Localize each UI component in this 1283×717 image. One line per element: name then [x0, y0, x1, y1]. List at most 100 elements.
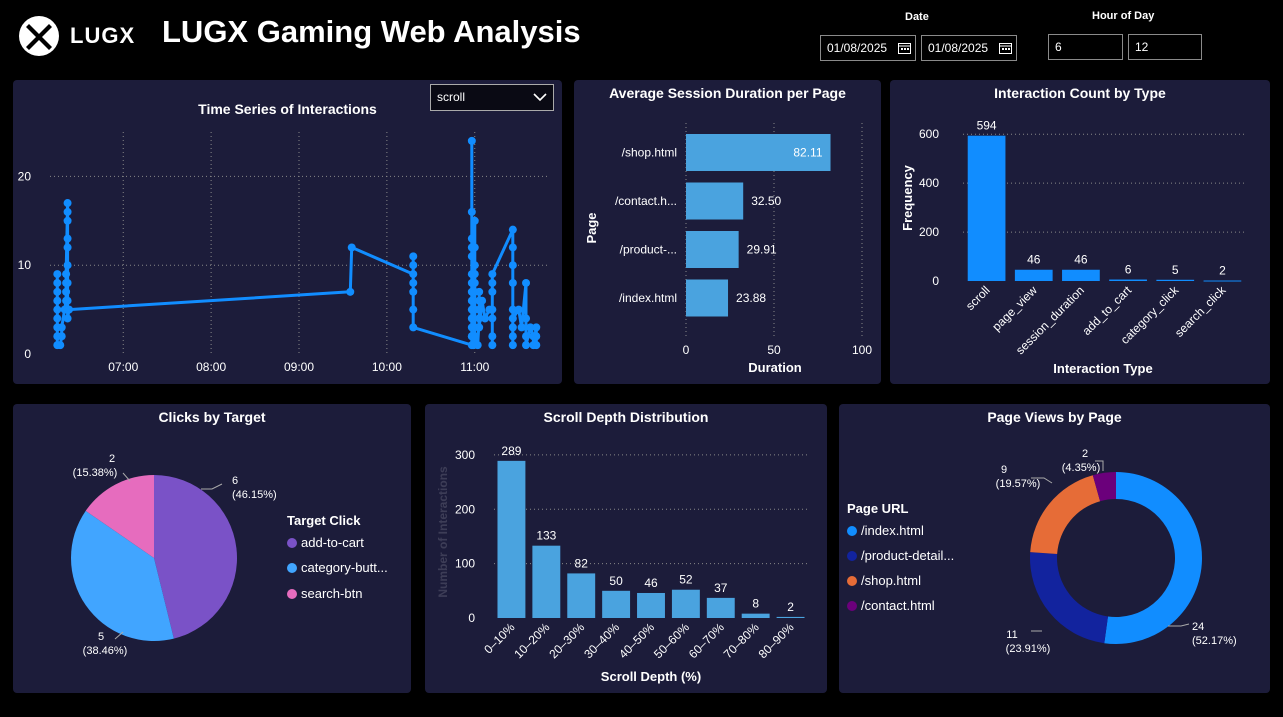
calendar-icon[interactable]: [898, 42, 911, 54]
data-point: [409, 270, 418, 279]
data-point: [488, 278, 497, 287]
data-label: 82: [575, 556, 589, 570]
data-point: [409, 287, 418, 296]
bar: [602, 590, 631, 618]
data-label: 5: [98, 631, 104, 643]
data-label: 82.11: [793, 146, 822, 160]
bar: [671, 589, 700, 618]
data-point: [508, 305, 517, 314]
data-point: [409, 278, 418, 287]
pie-slice: [85, 475, 154, 558]
date-start-field[interactable]: 01/08/2025: [820, 35, 916, 61]
data-point: [470, 243, 479, 252]
y-tick-label: 300: [455, 448, 475, 462]
y-tick-label: 200: [919, 225, 939, 239]
bar: [706, 597, 735, 618]
leader-line: [201, 483, 223, 490]
hour-end-field[interactable]: 12: [1128, 34, 1202, 60]
calendar-icon[interactable]: [999, 42, 1012, 54]
date-start-value: 01/08/2025: [827, 41, 888, 55]
data-point: [467, 314, 476, 323]
data-point: [63, 216, 72, 225]
time-series-chart[interactable]: 07:00 08:00 09:00 10:00 11:00 0 10 20: [13, 80, 562, 384]
data-point: [62, 270, 71, 279]
chart-title: Scroll Depth Distribution: [543, 409, 709, 425]
pie-slice: [1030, 475, 1101, 554]
data-point: [346, 287, 355, 296]
y-tick-label: 0: [468, 611, 475, 625]
data-point: [467, 207, 476, 216]
data-point: [56, 341, 65, 350]
legend-item[interactable]: /contact.html: [847, 598, 935, 613]
x-tick-label: 100: [852, 343, 872, 357]
legend-dot: [287, 589, 297, 599]
data-point: [488, 287, 497, 296]
data-label: 5: [1172, 263, 1179, 277]
page-views-chart[interactable]: 24 (52.17%) 11 (23.91%) 9 (19.57%) 2 (4.35%): [839, 404, 1270, 693]
data-point: [517, 323, 526, 332]
x-tick-label: 20–30%: [546, 620, 587, 661]
interaction-type-dropdown[interactable]: scroll: [430, 84, 554, 111]
legend-dot: [847, 526, 857, 536]
interaction-count-panel: Interaction Count by Type 0 200 400 600 594 s…: [890, 80, 1270, 384]
hour-start-field[interactable]: 6: [1048, 34, 1123, 60]
data-label: 6: [232, 475, 238, 487]
data-label: 46: [644, 576, 658, 590]
legend-item[interactable]: category-butt...: [287, 560, 388, 575]
legend-label: category-butt...: [301, 560, 388, 575]
y-tick-label: 0: [24, 347, 31, 361]
bar: [741, 613, 770, 618]
legend-label: /contact.html: [861, 598, 935, 613]
legend-item[interactable]: /index.html: [847, 523, 924, 538]
session-duration-panel: Average Session Duration per Page 0 50 100…: [574, 80, 881, 384]
clicks-by-target-panel: Clicks by Target 6 (46.15%) 5 (38.46%) 2 (15.…: [13, 404, 411, 693]
data-label: 50: [609, 574, 623, 588]
data-point: [467, 252, 476, 261]
data-label: 46: [1074, 253, 1088, 267]
x-axis-label: Scroll Depth (%): [601, 669, 701, 684]
data-label-percent: (23.91%): [1006, 643, 1051, 655]
leader-line: [1031, 477, 1053, 484]
legend-dot: [287, 538, 297, 548]
legend-title: Target Click: [287, 513, 361, 528]
data-point: [508, 225, 517, 234]
legend-label: /product-detail...: [861, 548, 955, 563]
data-point: [63, 234, 72, 243]
legend-item[interactable]: search-btn: [287, 586, 362, 601]
legend-item[interactable]: add-to-cart: [287, 535, 364, 550]
legend-dot: [287, 563, 297, 573]
data-point: [470, 278, 479, 287]
bar: [1156, 279, 1195, 281]
legend-label: /shop.html: [861, 573, 921, 588]
x-tick-label: 30–40%: [581, 620, 622, 661]
y-tick-label: 400: [919, 176, 939, 190]
session-duration-chart[interactable]: 0 50 100/shop.html 82.11/contact.h... 32.50 /…: [574, 80, 881, 384]
data-label: 37: [714, 581, 728, 595]
interaction-count-chart[interactable]: 0200400600594scroll46page_view46session_…: [890, 80, 1270, 384]
x-tick-label: scroll: [963, 283, 993, 313]
leader-line: [1095, 460, 1104, 471]
chart-title: Page Views by Page: [987, 409, 1122, 425]
leader-line: [114, 631, 124, 640]
leader-line: [122, 472, 131, 482]
data-label: 8: [752, 597, 759, 611]
data-label-percent: (19.57%): [996, 478, 1041, 490]
date-end-field[interactable]: 01/08/2025: [921, 35, 1017, 61]
logo: LUGX: [18, 15, 134, 57]
data-label: 289: [501, 444, 521, 458]
bar: [686, 182, 744, 220]
clicks-by-target-chart[interactable]: 6 (46.15%) 5 (38.46%) 2 (15.38%): [13, 404, 411, 693]
pie-slice: [1104, 472, 1203, 644]
data-label: 23.88: [736, 291, 766, 305]
bar: [686, 231, 739, 268]
legend-item[interactable]: /product-detail...: [847, 548, 954, 563]
legend-item[interactable]: /shop.html: [847, 573, 921, 588]
data-point: [63, 278, 72, 287]
x-tick-label: 40–50%: [616, 620, 657, 661]
data-label: 11: [1006, 629, 1017, 641]
bar: [637, 592, 665, 618]
y-tick-label: /contact.h...: [615, 194, 677, 208]
x-tick-label: 11:00: [460, 360, 489, 374]
x-axis-label: Interaction Type: [1053, 361, 1152, 376]
